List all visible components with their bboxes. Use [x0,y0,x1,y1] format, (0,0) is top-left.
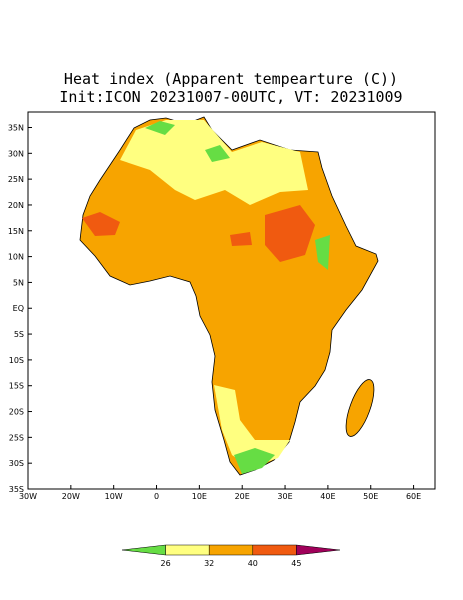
colorbar-label: 45 [291,559,301,568]
y-tick-label: 35N [8,123,24,132]
x-tick-label: 60E [406,492,421,501]
y-tick-label: 20N [8,201,24,210]
x-tick-label: 30E [277,492,292,501]
x-tick-label: 20W [62,492,80,501]
colorbar-label: 32 [204,559,214,568]
x-tick-label: 0 [154,492,159,501]
colorbar-swatch [296,544,341,556]
y-tick-label: 30N [8,149,24,158]
green-zone-south [234,448,275,474]
title: Heat index (Apparent tempearture (C)) [64,70,398,88]
x-tick-label: 40E [320,492,335,501]
x-tick-label: 50E [363,492,378,501]
y-tick-label: 10N [8,253,24,262]
x-tick-label: 10W [105,492,123,501]
y-tick-label: 5N [13,278,24,287]
colorbar-swatch [208,544,254,556]
colorbar-label: 40 [248,559,258,568]
x-tick-label: 10E [192,492,207,501]
y-tick-label: EQ [13,304,24,313]
y-tick-label: 10S [9,356,24,365]
yellow-zone-south [214,385,290,468]
y-tick-label: 15S [9,382,24,391]
y-tick-label: 35S [9,485,24,494]
colorbar-swatch [165,544,210,556]
map-frame [27,111,436,490]
x-tick-label: 30W [19,492,37,501]
y-tick-label: 20S [9,408,24,417]
y-tick-label: 15N [8,227,24,236]
madagascar [345,379,375,437]
colorbar-swatch [252,544,297,556]
yellow-zone-north [120,120,308,205]
map-area [27,111,436,490]
x-tick-label: 20E [235,492,250,501]
y-tick-label: 5S [14,330,24,339]
y-tick-label: 25N [8,175,24,184]
y-tick-label: 25S [9,433,24,442]
colorbar-label: 26 [161,559,171,568]
subtitle: Init:ICON 20231007-00UTC, VT: 20231009 [59,88,402,106]
colorbar-swatch [121,544,166,556]
y-tick-label: 30S [9,459,24,468]
red-zone [82,205,315,262]
